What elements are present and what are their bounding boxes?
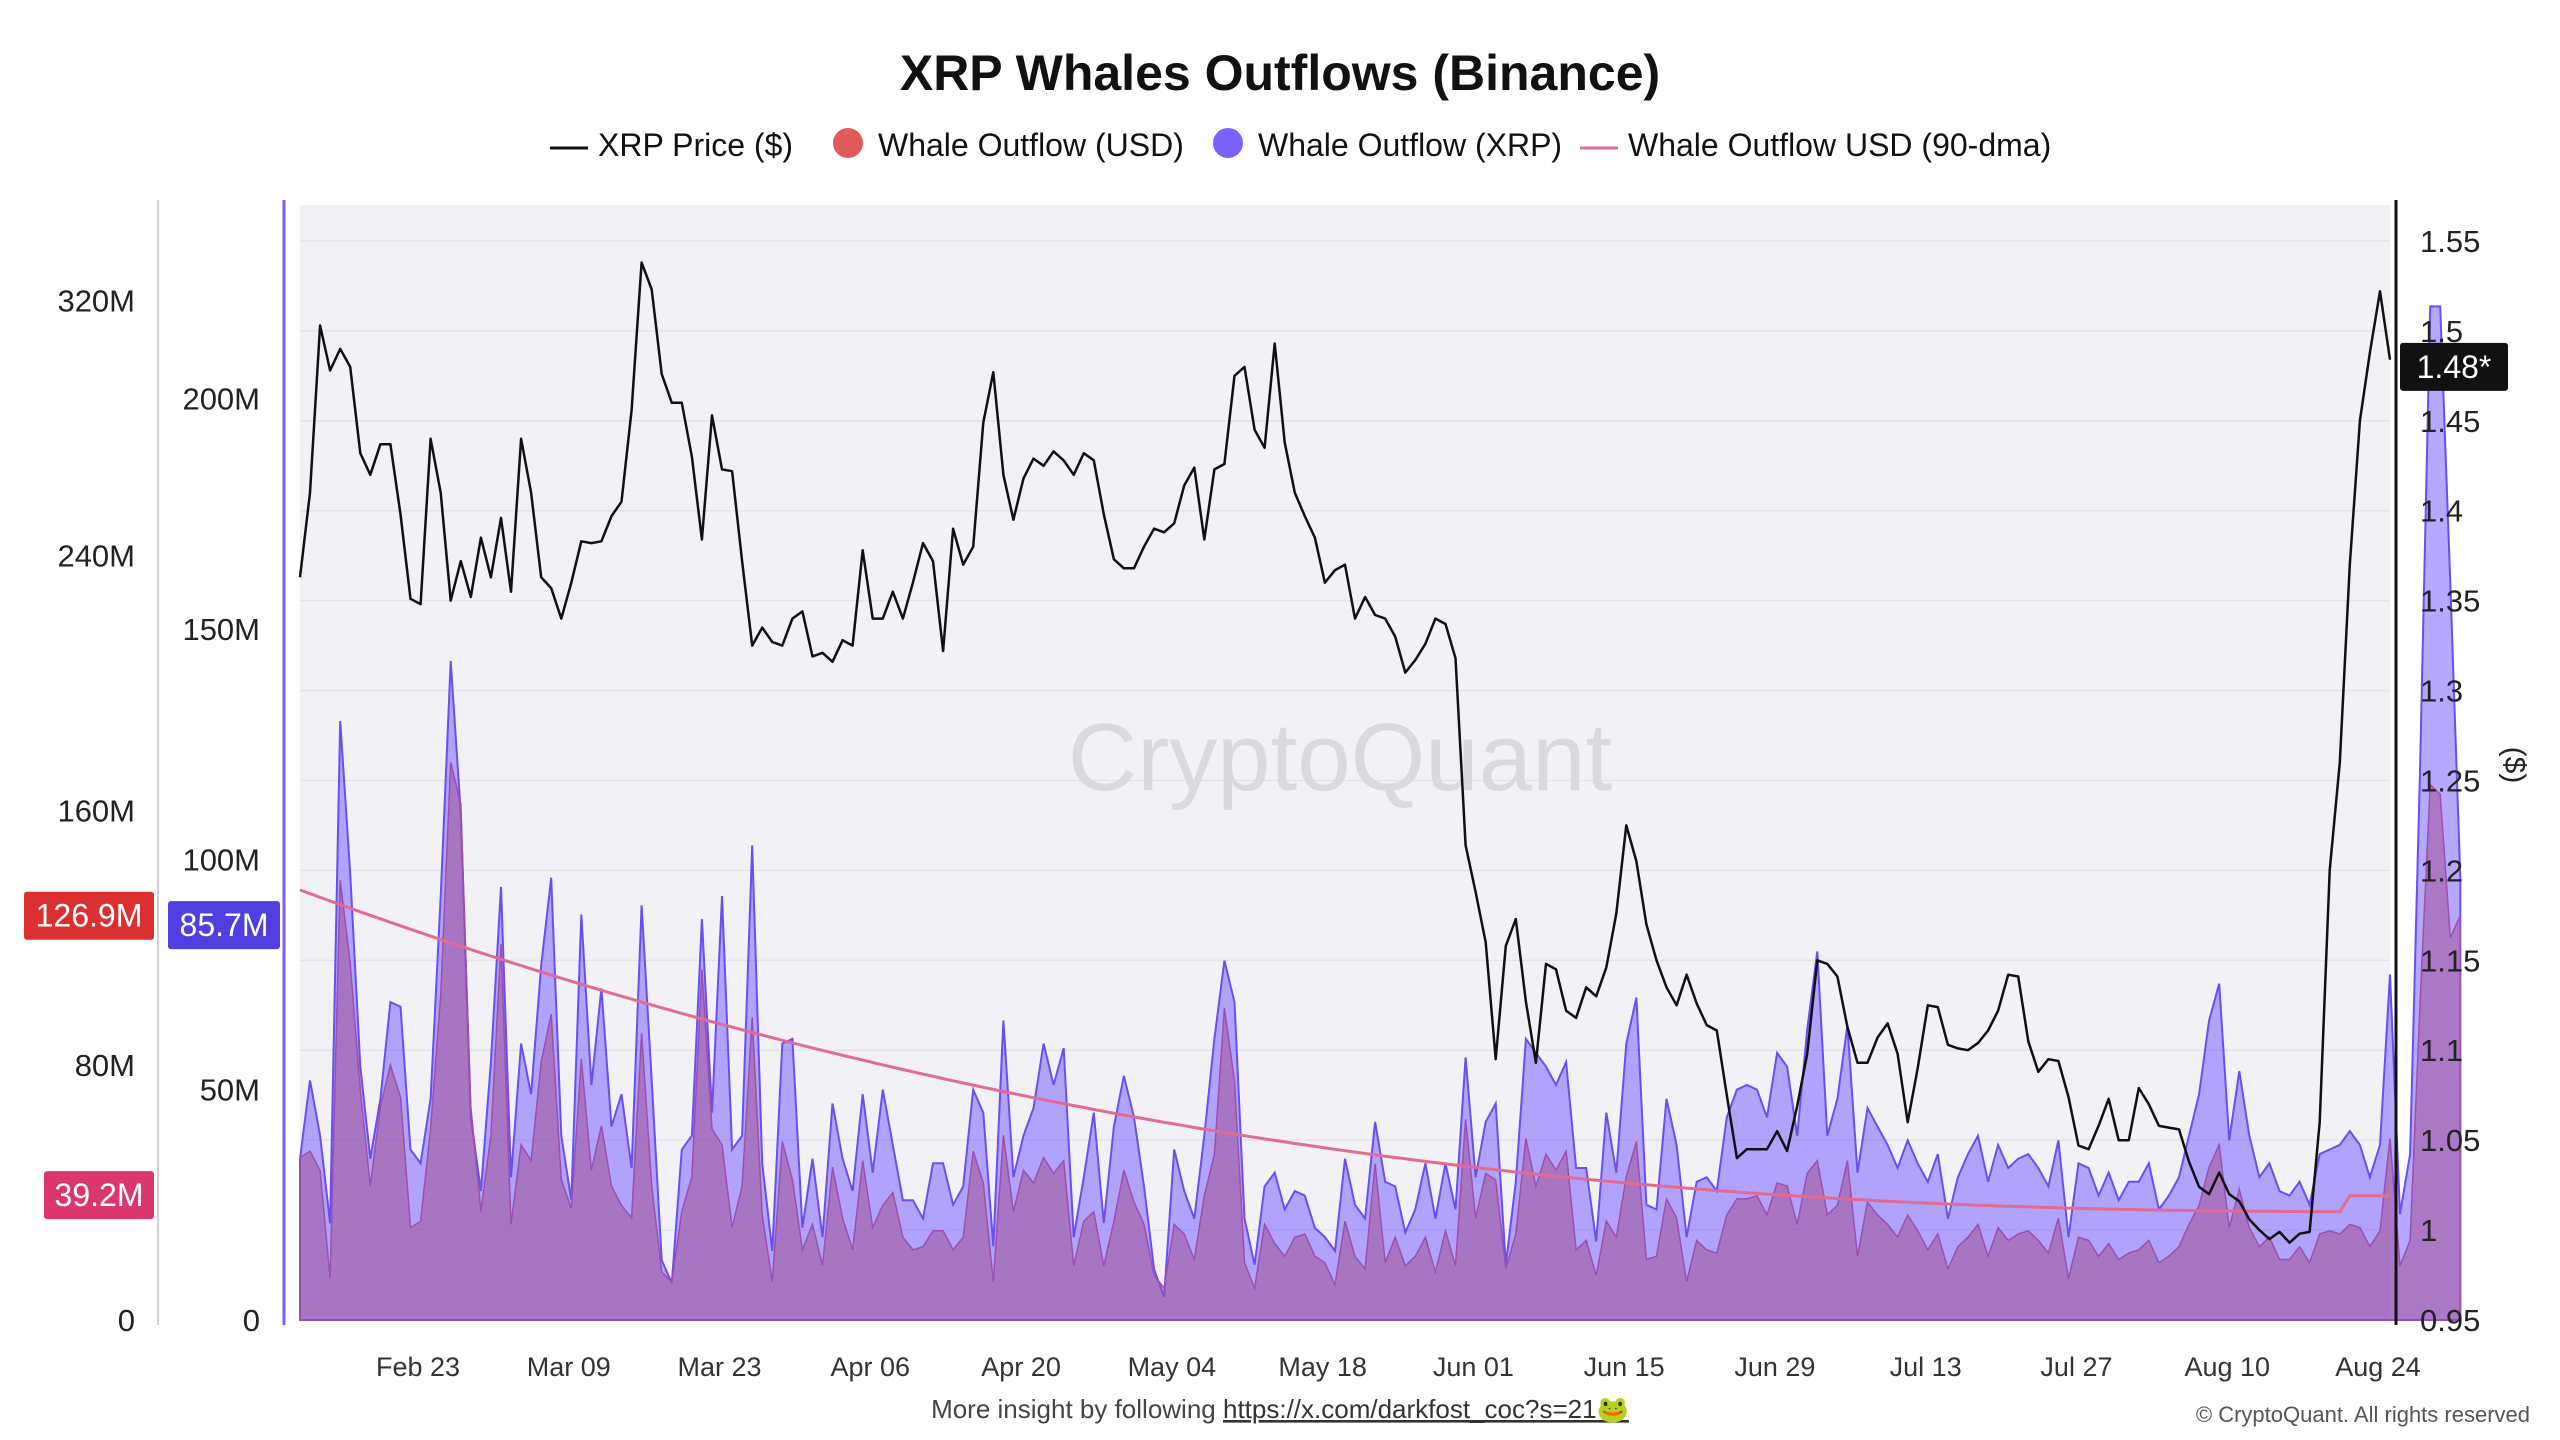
x-tick-label: Mar 09 [527, 1352, 611, 1382]
series-line-xrp-price [298, 261, 2392, 1244]
series-area-whale-outflow-usd [299, 762, 2462, 1321]
price-tick-label: 1.05 [2420, 1123, 2480, 1158]
legend: XRP Price ($) Whale Outflow (USD) Whale Ou… [550, 127, 2051, 163]
footer-text: More insight by following [931, 1394, 1223, 1424]
legend-dot-marker [833, 128, 863, 158]
usd-tick-label: 240M [57, 538, 135, 573]
x-tick-label: Mar 23 [678, 1352, 762, 1382]
xrp-tick-label: 150M [182, 612, 260, 647]
legend-dot-marker [1213, 128, 1243, 158]
footer: More insight by following https://x.com/… [931, 1394, 1629, 1424]
xrp-axis-ticks: 0 50M 100M 150M 200M [182, 382, 260, 1338]
price-tick-label: 1.4 [2420, 494, 2463, 529]
price-tick-label: 1.2 [2420, 853, 2463, 888]
legend-item-1[interactable]: Whale Outflow (USD) [833, 127, 1184, 163]
legend-item-3[interactable]: Whale Outflow USD (90-dma) [1580, 127, 2051, 163]
x-tick-label: Jun 29 [1734, 1352, 1815, 1382]
usd-tick-label: 160M [57, 793, 135, 828]
x-tick-label: Jul 27 [2040, 1352, 2112, 1382]
x-axis-ticks: Feb 23 Mar 09 Mar 23 Apr 06 Apr 20 May 04 May … [376, 1352, 2421, 1382]
badge-ma-last-bg [44, 1171, 154, 1220]
price-tick-label: 1.35 [2420, 584, 2480, 619]
badge-usd-last-text: 126.9M [36, 898, 143, 934]
badge-usd-last: 126.9M [24, 891, 154, 940]
watermark: CryptoQuant [1068, 704, 1612, 811]
price-axis-label: ($) [2498, 747, 2531, 784]
legend-item-0[interactable]: XRP Price ($) [550, 127, 793, 163]
price-tick-label: 1.25 [2420, 763, 2480, 798]
price-tick-label: 1.1 [2420, 1033, 2463, 1068]
series-layer [298, 261, 2462, 1321]
price-tick-label: 1.55 [2420, 224, 2480, 259]
x-tick-label: Aug 24 [2335, 1352, 2421, 1382]
badge-price-last-text: 1.48* [2417, 349, 2492, 385]
price-tick-label: 1 [2420, 1213, 2437, 1248]
badge-price-last: 1.48* [2400, 342, 2508, 391]
badge-xrp-last-bg [168, 901, 280, 950]
legend-label: Whale Outflow (USD) [878, 127, 1184, 163]
copyright: © CryptoQuant. All rights reserved [2196, 1402, 2530, 1427]
xrp-tick-label: 100M [182, 842, 260, 877]
x-tick-label: Apr 20 [981, 1352, 1061, 1382]
badge-xrp-last: 85.7M [168, 901, 280, 950]
legend-label: Whale Outflow USD (90-dma) [1628, 127, 2051, 163]
legend-label: Whale Outflow (XRP) [1258, 127, 1562, 163]
badge-ma-last: 39.2M [44, 1171, 154, 1220]
xrp-tick-label: 0 [243, 1303, 260, 1338]
price-tick-label: 0.95 [2420, 1303, 2480, 1338]
value-badges: 126.9M 85.7M 39.2M 1.48* [24, 342, 2508, 1220]
x-tick-label: Apr 06 [831, 1352, 911, 1382]
xrp-tick-label: 50M [200, 1073, 260, 1108]
price-tick-label: 1.15 [2420, 943, 2480, 978]
usd-tick-label: 0 [118, 1303, 135, 1338]
usd-axis-ticks: 0 80M 160M 240M 320M [57, 284, 135, 1338]
x-tick-label: Feb 23 [376, 1352, 460, 1382]
x-tick-label: Aug 10 [2184, 1352, 2270, 1382]
badge-ma-last-text: 39.2M [55, 1177, 144, 1213]
xrp-tick-label: 200M [182, 382, 260, 417]
badge-usd-last-bg [24, 891, 154, 940]
badge-xrp-last-text: 85.7M [180, 907, 269, 943]
x-tick-label: Jun 15 [1584, 1352, 1665, 1382]
x-tick-label: Jun 01 [1433, 1352, 1514, 1382]
usd-tick-label: 80M [75, 1048, 135, 1083]
footer-link[interactable]: https://x.com/darkfost_coc?s=21🐸 [1223, 1394, 1629, 1424]
chart-title: XRP Whales Outflows (Binance) [900, 45, 1660, 101]
price-tick-label: 1.45 [2420, 404, 2480, 439]
x-tick-label: May 04 [1128, 1352, 1217, 1382]
legend-label: XRP Price ($) [598, 127, 793, 163]
x-tick-label: Jul 13 [1890, 1352, 1962, 1382]
legend-item-2[interactable]: Whale Outflow (XRP) [1213, 127, 1562, 163]
badge-price-last-bg [2400, 342, 2508, 391]
series-line-whale-outflow-usd-90dma [299, 888, 2390, 1214]
usd-tick-label: 320M [57, 284, 135, 319]
x-tick-label: May 18 [1278, 1352, 1367, 1382]
price-tick-label: 1.3 [2420, 674, 2463, 709]
